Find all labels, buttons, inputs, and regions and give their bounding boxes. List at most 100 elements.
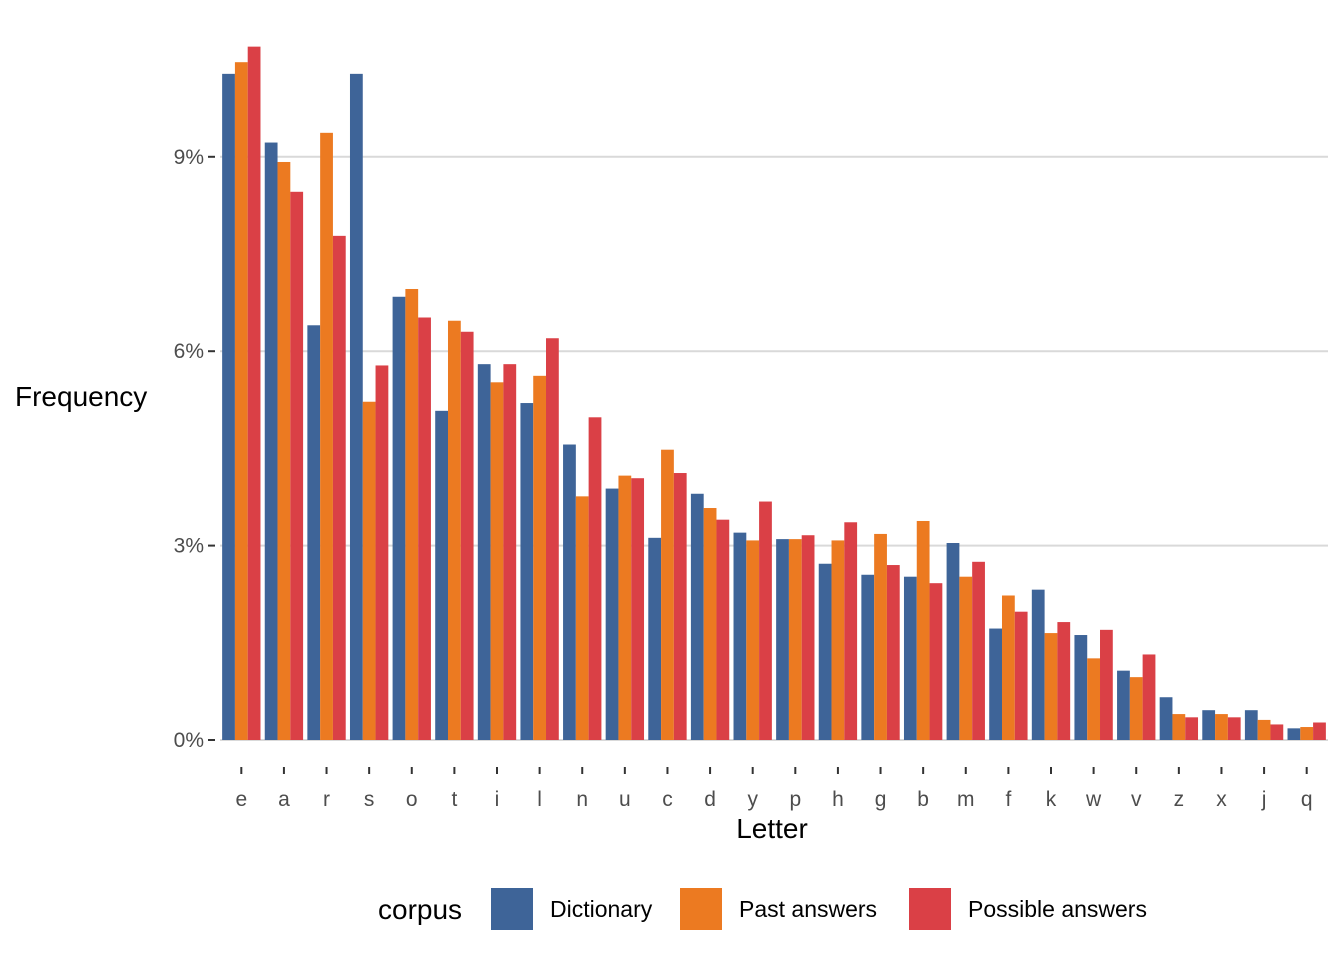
bar	[520, 403, 534, 740]
bar	[460, 331, 474, 740]
bar	[703, 508, 717, 740]
bar	[605, 488, 619, 740]
y-tick-label: 0%	[174, 729, 204, 752]
x-tick-label: q	[1301, 788, 1313, 811]
bar	[1257, 719, 1271, 740]
bar	[234, 62, 248, 740]
bar	[690, 493, 704, 740]
bar	[588, 417, 602, 740]
bar	[1270, 724, 1284, 740]
bar	[1172, 714, 1186, 740]
legend-label: Possible answers	[968, 896, 1147, 922]
bar	[776, 539, 789, 740]
bar	[886, 565, 900, 740]
bar	[247, 46, 261, 740]
x-tick-label: h	[832, 788, 844, 811]
legend-key	[680, 888, 722, 930]
x-tick-label: f	[1005, 788, 1011, 811]
bar	[290, 191, 304, 741]
bar	[1313, 722, 1326, 740]
x-tick-label: v	[1131, 788, 1142, 811]
x-tick-label: i	[495, 788, 500, 811]
x-tick-label: o	[406, 788, 418, 811]
bar	[1031, 589, 1045, 740]
bar	[733, 532, 747, 740]
bar	[546, 338, 559, 740]
legend-label: Past answers	[739, 896, 877, 922]
x-tick-label: u	[619, 788, 631, 811]
x-tick-label: k	[1046, 788, 1057, 811]
bar	[1074, 635, 1088, 740]
bar	[1227, 717, 1241, 740]
bar	[392, 296, 406, 740]
bar	[916, 520, 930, 740]
y-tick-label: 6%	[174, 340, 204, 363]
bar	[418, 317, 431, 740]
y-axis-title: Frequency	[15, 381, 147, 412]
y-tick-label: 3%	[174, 535, 204, 558]
bar	[874, 533, 887, 740]
bar	[1215, 714, 1228, 740]
bar	[575, 496, 589, 740]
bar	[903, 576, 917, 740]
bar	[477, 364, 491, 740]
bar	[972, 561, 985, 740]
x-tick-label: a	[278, 788, 290, 811]
bar	[861, 574, 875, 740]
bar	[1044, 633, 1058, 740]
x-tick-label: w	[1085, 788, 1102, 811]
bar	[1185, 717, 1199, 740]
bar	[320, 132, 333, 741]
bar	[1142, 654, 1156, 740]
bar	[1287, 728, 1301, 740]
bar	[716, 519, 730, 740]
legend: corpus Dictionary Past answers Possible an…	[378, 888, 1147, 930]
bar	[818, 563, 832, 740]
bar	[1087, 658, 1101, 740]
x-tick-label: s	[364, 788, 375, 811]
bar	[1100, 629, 1113, 740]
x-tick-label: r	[323, 788, 330, 811]
bar	[618, 475, 632, 740]
bar	[533, 375, 547, 740]
bar	[1014, 611, 1028, 740]
bar	[222, 73, 235, 740]
bar	[1057, 622, 1071, 740]
bar	[1001, 595, 1015, 740]
bar	[959, 576, 973, 740]
x-tick-label: p	[789, 788, 801, 811]
bar	[801, 535, 815, 740]
bar	[563, 444, 576, 740]
bar	[929, 583, 943, 740]
bar	[447, 320, 461, 740]
y-tick-label: 9%	[174, 146, 204, 169]
legend-key	[491, 888, 533, 930]
bar	[989, 628, 1002, 740]
bar	[1202, 710, 1216, 740]
x-tick-label: t	[451, 788, 457, 811]
bar	[759, 501, 772, 740]
bars	[222, 46, 1326, 741]
bar	[1244, 710, 1258, 740]
bar	[503, 364, 517, 740]
bar	[307, 325, 321, 740]
bar	[1159, 697, 1173, 740]
bar	[264, 142, 278, 740]
bar	[631, 478, 645, 740]
x-tick-label: b	[917, 788, 929, 811]
bar	[1117, 670, 1130, 740]
x-tick-label: d	[704, 788, 716, 811]
bar	[946, 543, 960, 740]
legend-label: Dictionary	[550, 896, 653, 922]
x-tick-label: c	[662, 788, 673, 811]
x-axis-title: Letter	[736, 813, 808, 844]
x-tick-label: m	[957, 788, 975, 811]
bar	[277, 161, 291, 740]
legend-title: corpus	[378, 894, 462, 925]
x-tick-label: y	[747, 788, 758, 811]
bar	[661, 449, 674, 740]
bar	[788, 539, 802, 740]
x-tick-label: g	[875, 788, 887, 811]
bar	[831, 540, 845, 740]
